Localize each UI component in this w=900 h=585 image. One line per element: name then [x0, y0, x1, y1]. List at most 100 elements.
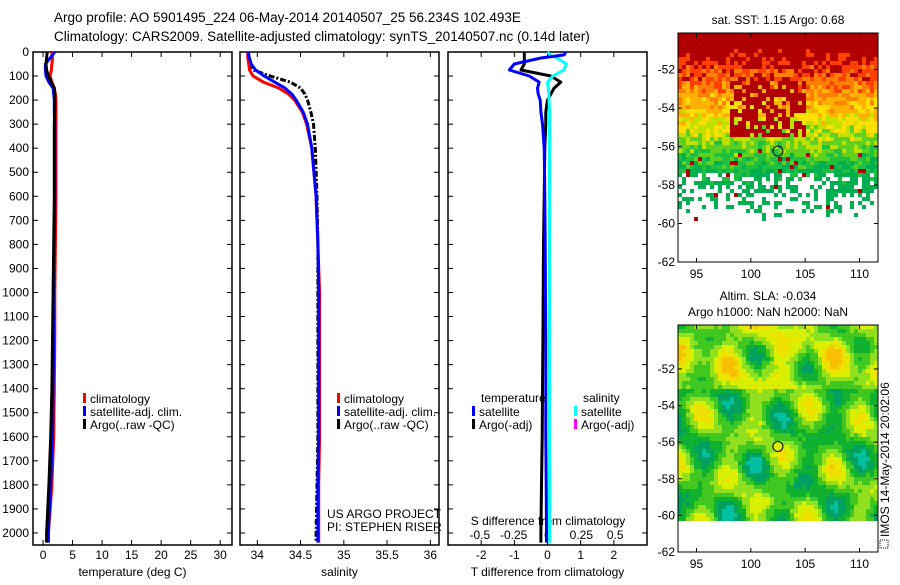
map-cell	[686, 57, 690, 61]
legend-label: satellite-adj. clim.	[344, 405, 436, 419]
map-cell	[702, 365, 706, 369]
map-cell	[838, 397, 842, 401]
legend-title-temperature: temperature	[481, 391, 546, 405]
map-cell	[826, 69, 830, 73]
map-cell	[770, 393, 774, 397]
map-cell	[718, 373, 722, 377]
map-cell	[822, 349, 826, 353]
map-cell	[842, 481, 846, 485]
map-cell	[842, 413, 846, 417]
map-cell	[802, 161, 806, 165]
map-cell	[762, 329, 766, 333]
map-cell	[762, 93, 766, 97]
map-cell	[810, 65, 814, 69]
map-cell	[754, 485, 758, 489]
map-cell	[686, 457, 690, 461]
map-cell	[722, 65, 726, 69]
map-cell	[690, 393, 694, 397]
map-cell	[846, 501, 850, 505]
map-cell	[850, 497, 854, 501]
map-cell	[778, 125, 782, 129]
map-cell	[678, 105, 682, 109]
map-cell	[698, 101, 702, 105]
map-cell	[690, 41, 694, 45]
map-cell	[742, 417, 746, 421]
map-cell	[842, 189, 846, 193]
map-cell	[734, 37, 738, 41]
map-cell	[774, 93, 778, 97]
map-cell	[790, 137, 794, 141]
map-cell	[714, 373, 718, 377]
map-cell	[854, 49, 858, 53]
map-cell	[750, 373, 754, 377]
map-cell	[758, 481, 762, 485]
map-cell	[786, 433, 790, 437]
legend-swatch	[83, 419, 86, 429]
map-cell	[694, 69, 698, 73]
map-cell	[682, 389, 686, 393]
map-cell	[794, 49, 798, 53]
map-cell	[794, 93, 798, 97]
map-cell	[714, 133, 718, 137]
map-cell	[774, 69, 778, 73]
map-cell	[826, 33, 830, 37]
map-cell	[774, 201, 778, 205]
map-cell	[702, 445, 706, 449]
map-cell	[686, 89, 690, 93]
map-cell	[706, 61, 710, 65]
map-cell	[766, 333, 770, 337]
map-cell	[866, 93, 870, 97]
map-cell	[858, 165, 862, 169]
map-cell	[686, 445, 690, 449]
map-cell	[738, 337, 742, 341]
map-cell	[698, 357, 702, 361]
map-cell	[822, 73, 826, 77]
map-cell	[702, 41, 706, 45]
map-cell	[770, 377, 774, 381]
map-cell	[762, 437, 766, 441]
map-cell	[818, 449, 822, 453]
map-cell	[770, 489, 774, 493]
map-cell	[790, 361, 794, 365]
map-cell	[798, 53, 802, 57]
map-cell	[786, 397, 790, 401]
map-cell	[682, 517, 686, 521]
map-cell	[778, 497, 782, 501]
legend-swatch	[472, 406, 475, 416]
map-cell	[866, 57, 870, 61]
map-cell	[706, 57, 710, 61]
map-cell	[726, 85, 730, 89]
map-cell	[698, 349, 702, 353]
map-cell	[798, 353, 802, 357]
map-cell	[694, 41, 698, 45]
map-cell	[866, 145, 870, 149]
map-cell	[774, 353, 778, 357]
map-cell	[678, 173, 682, 177]
map-cell	[806, 153, 810, 157]
map-cell	[694, 353, 698, 357]
map-cell	[726, 169, 730, 173]
map-cell	[790, 401, 794, 405]
map-cell	[678, 169, 682, 173]
map-cell	[694, 517, 698, 521]
map-cell	[698, 509, 702, 513]
x-tick-label: 0	[40, 548, 47, 562]
map-cell	[730, 429, 734, 433]
map-cell	[690, 137, 694, 141]
map-cell	[794, 441, 798, 445]
map-cell	[742, 445, 746, 449]
map-cell	[838, 497, 842, 501]
map-cell	[782, 429, 786, 433]
map-cell	[706, 121, 710, 125]
map-cell	[702, 37, 706, 41]
map-cell	[730, 101, 734, 105]
map-cell	[846, 161, 850, 165]
map-cell	[690, 397, 694, 401]
map-cell	[770, 73, 774, 77]
map-cell	[862, 361, 866, 365]
map-cell	[726, 61, 730, 65]
map-cell	[818, 393, 822, 397]
map-cell	[794, 109, 798, 113]
map-cell	[766, 445, 770, 449]
map-cell	[870, 489, 874, 493]
